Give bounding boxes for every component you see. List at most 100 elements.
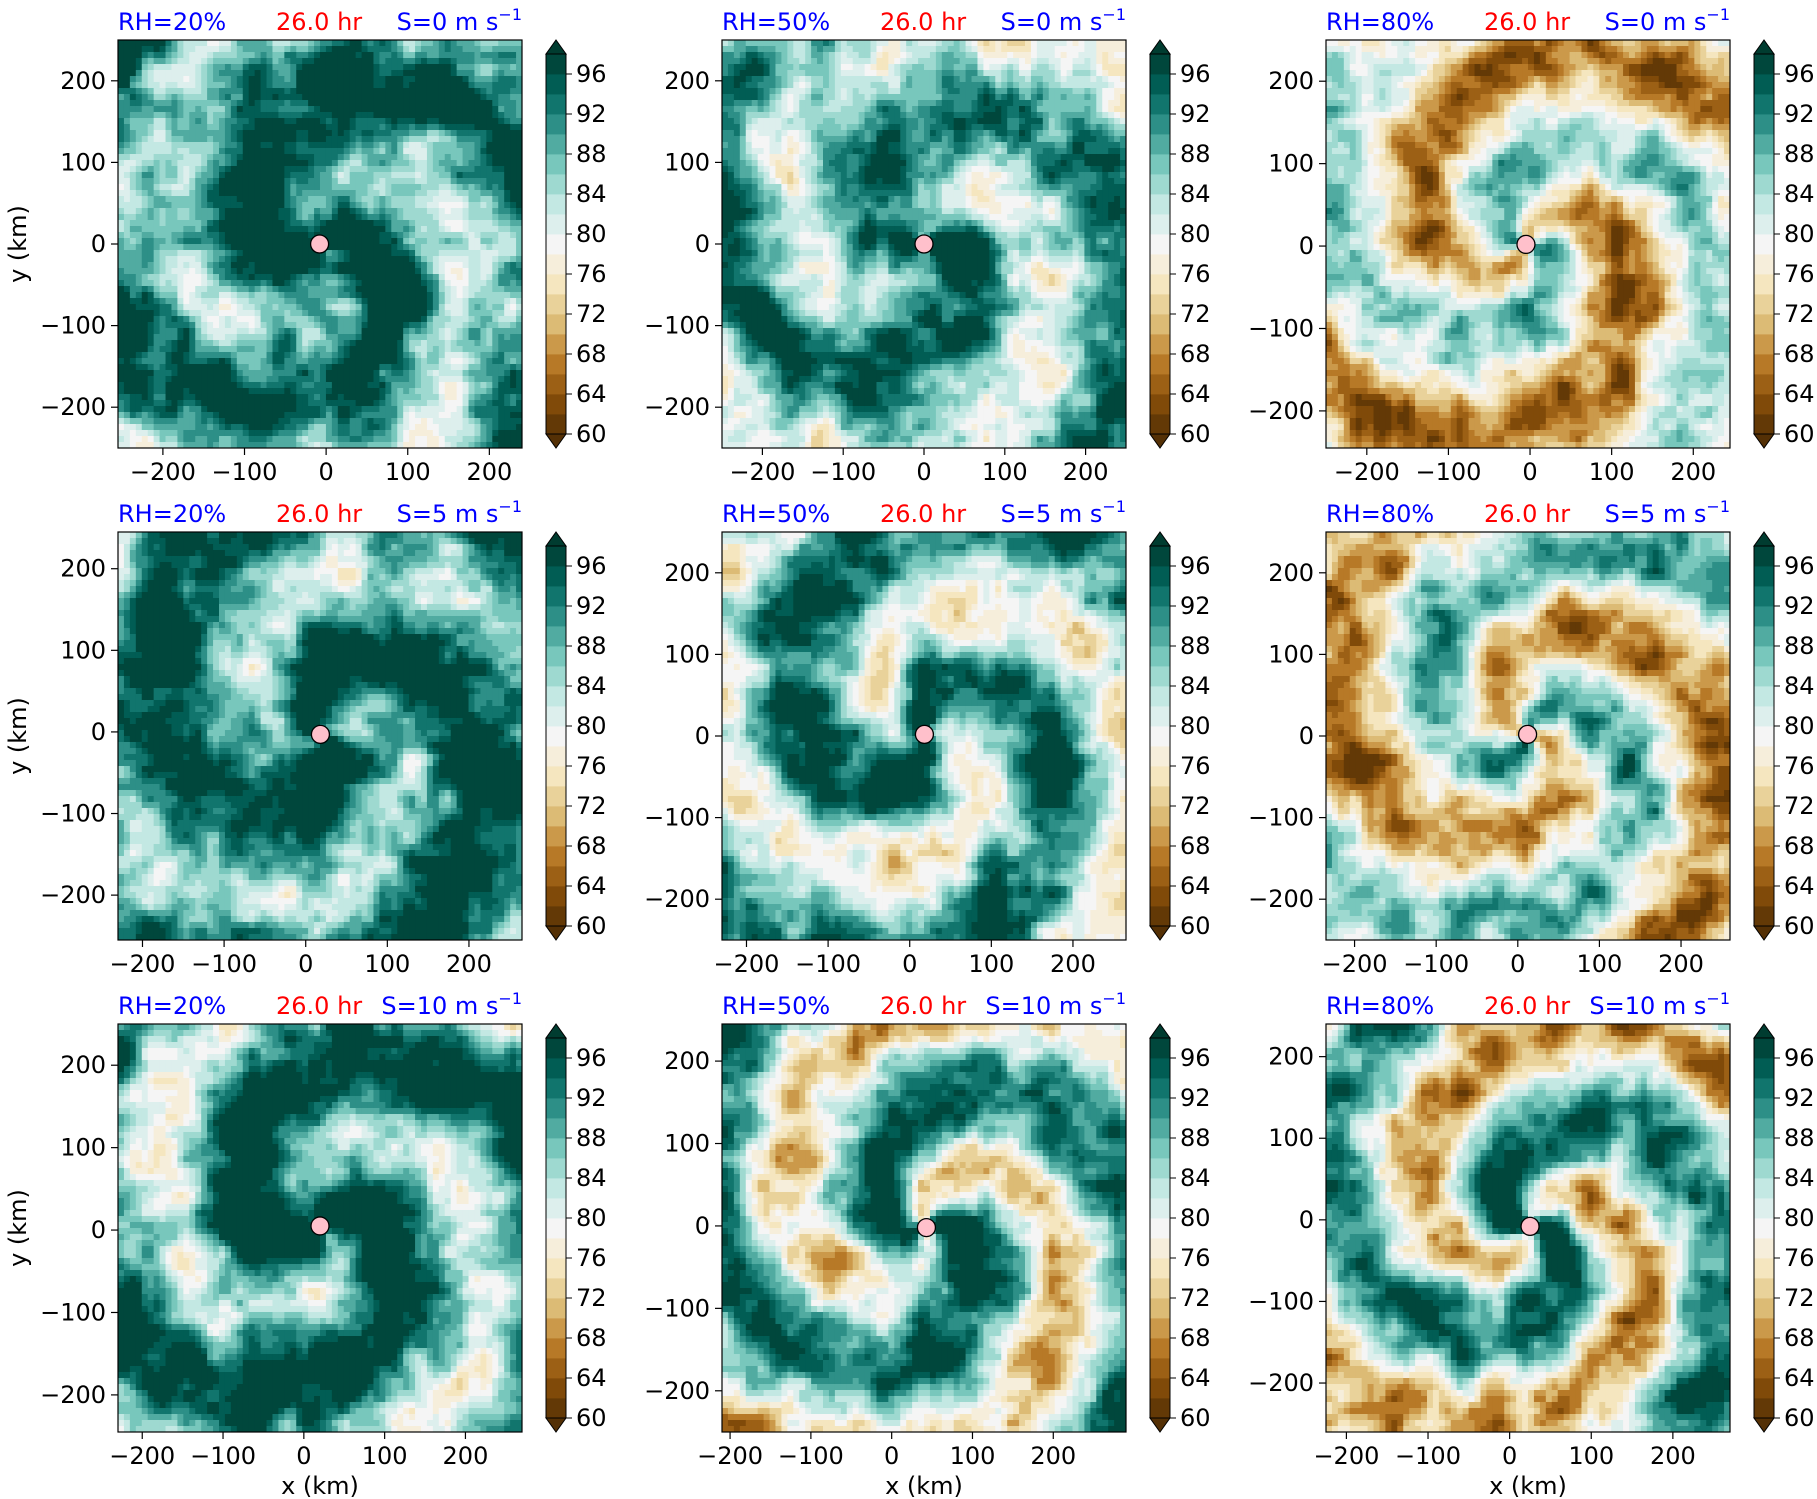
heatmap-cell [397,148,404,155]
heatmap-cell [1072,40,1080,47]
heatmap-cell [165,352,173,359]
heatmap-cell [379,178,386,185]
heatmap-cell [230,424,238,431]
heatmap-cell [320,418,327,425]
panel-heatmap-1 [118,40,522,448]
heatmap-cell [201,64,208,71]
heatmap-cell [254,352,262,359]
heatmap-cell [498,436,505,443]
heatmap-cell [498,322,505,329]
heatmap-cell [510,352,517,359]
heatmap-cell [373,118,381,125]
heatmap-cell [367,346,375,353]
heatmap-cell [468,166,476,173]
heatmap-cell [248,424,256,431]
heatmap-cell [480,346,487,353]
heatmap-cell [343,166,351,173]
heatmap-cell [141,322,149,329]
heatmap-cell [314,136,321,143]
heatmap-cell [123,316,131,323]
heatmap-cell [207,388,214,395]
heatmap-cell [426,388,434,395]
heatmap-cell [177,268,184,275]
heatmap-cell [349,262,357,269]
heatmap-cell [189,322,196,329]
heatmap-cell [415,274,422,281]
heatmap-cell [171,430,179,437]
heatmap-cell [367,94,375,101]
heatmap-cell [852,70,860,77]
heatmap-cell [337,154,345,161]
heatmap-cell [450,136,458,143]
heatmap-cell [504,124,511,131]
heatmap-cell [284,340,291,347]
heatmap-cell [236,400,244,407]
heatmap-cell [444,226,452,233]
heatmap-cell [325,400,333,407]
heatmap-cell [894,58,901,65]
heatmap-cell [349,106,357,113]
heatmap-cell [953,58,961,65]
heatmap-cell [468,142,476,149]
heatmap-cell [242,274,250,281]
heatmap-cell [349,178,357,185]
heatmap-cell [426,280,434,287]
heatmap-cell [498,184,505,191]
heatmap-cell [1090,40,1097,47]
heatmap-cell [733,70,741,77]
heatmap-cell [129,214,137,221]
heatmap-cell [254,202,262,209]
heatmap-cell [343,262,351,269]
heatmap-cell [147,292,155,299]
heatmap-cell [504,274,511,281]
heatmap-cell [331,238,339,245]
heatmap-cell [492,424,499,431]
heatmap-cell [171,100,179,107]
heatmap-cell [763,58,771,65]
heatmap-cell [290,58,297,65]
heatmap-cell [242,424,250,431]
heatmap-cell [355,76,363,83]
heatmap-cell [480,178,487,185]
heatmap-cell [213,424,220,431]
heatmap-cell [924,52,931,59]
heatmap-cell [516,316,522,323]
heatmap-cell [462,124,470,131]
heatmap-cell [302,136,309,143]
heatmap-cell [355,142,363,149]
heatmap-cell [195,388,202,395]
heatmap-cell [361,124,369,131]
heatmap-cell [426,112,434,119]
heatmap-cell [219,142,226,149]
heatmap-cell [397,250,404,257]
heatmap-cell [751,46,759,53]
heatmap-cell [248,46,256,53]
heatmap-cell [320,88,327,95]
heatmap-cell [207,268,214,275]
heatmap-cell [492,142,499,149]
heatmap-cell [331,292,339,299]
heatmap-cell [123,286,131,293]
heatmap-cell [165,130,173,137]
heatmap-cell [141,274,149,281]
heatmap-cell [504,112,511,119]
heatmap-cell [498,364,505,371]
heatmap-cell [516,208,522,215]
heatmap-cell [426,130,434,137]
heatmap-cell [361,328,369,335]
heatmap-cell [510,58,517,65]
heatmap-cell [480,376,487,383]
heatmap-cell [438,436,446,443]
heatmap-cell [123,232,131,239]
heatmap-cell [409,268,416,275]
heatmap-cell [840,58,848,65]
heatmap-cell [278,400,285,407]
heatmap-cell [403,316,410,323]
heatmap-cell [456,76,464,83]
heatmap-cell [308,256,315,263]
heatmap-cell [189,376,196,383]
heatmap-cell [337,172,345,179]
heatmap-cell [409,190,416,197]
heatmap-cell [165,160,173,167]
heatmap-cell [421,382,428,389]
